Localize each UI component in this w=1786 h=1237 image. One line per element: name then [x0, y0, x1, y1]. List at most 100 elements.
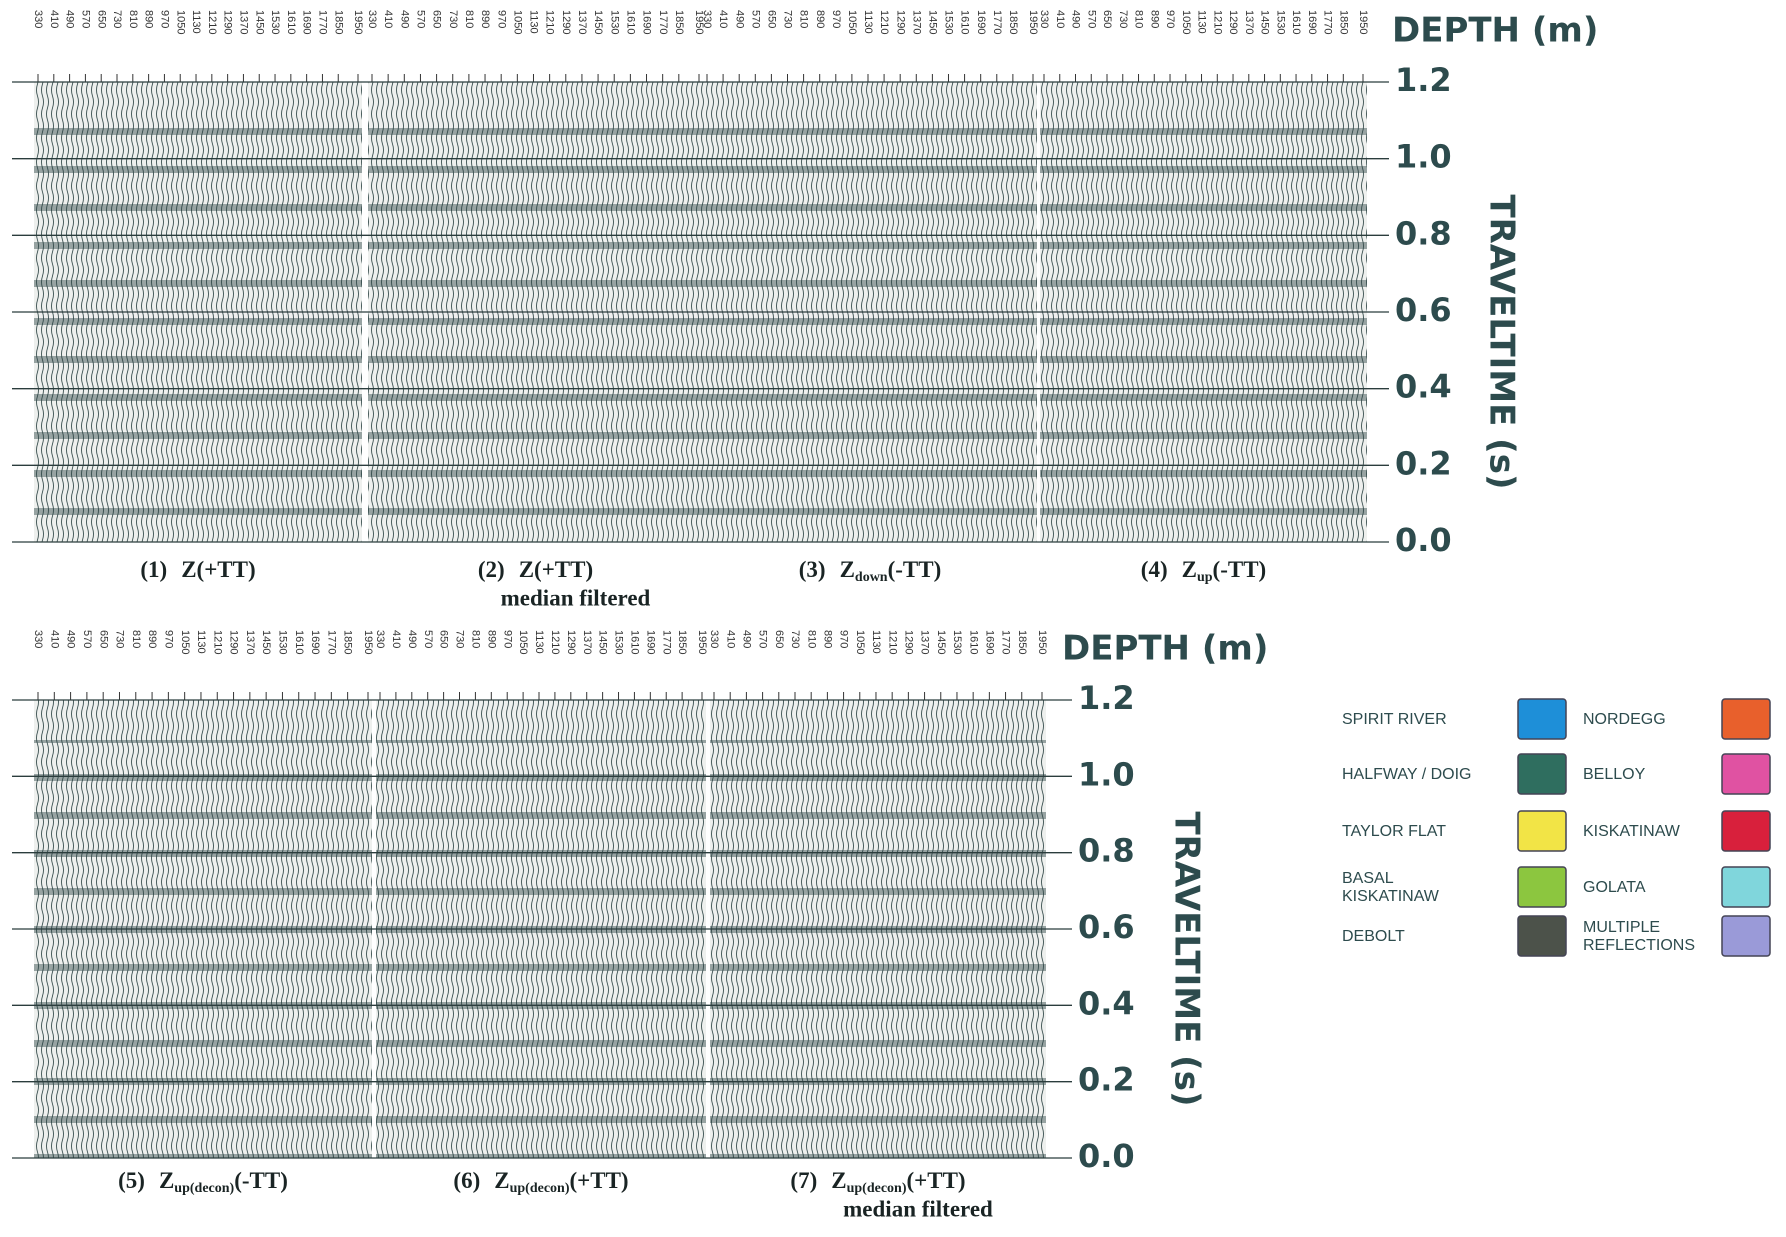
- depth-tick-label: 1770: [660, 630, 672, 654]
- depth-tick-label: 650: [438, 630, 450, 648]
- depth-tick-label: 1050: [846, 10, 858, 34]
- depth-tick-label: 730: [111, 10, 123, 28]
- caption-tail: (-TT): [234, 1168, 288, 1193]
- depth-tick-label: 1290: [560, 10, 572, 34]
- depth-tick-label: 730: [1117, 10, 1129, 28]
- depth-tick-label: 1850: [1337, 10, 1349, 34]
- depth-tick-label: 1370: [919, 630, 931, 654]
- time-axis-title: TRAVELTIME (s): [1167, 811, 1207, 1106]
- time-tick-label: 1.2: [1078, 679, 1135, 717]
- depth-tick-label: 1290: [228, 630, 240, 654]
- caption-number: (3): [799, 557, 826, 582]
- depth-tick-label: 1850: [1016, 630, 1028, 654]
- depth-tick-label: 490: [398, 10, 410, 28]
- depth-tick-label: 410: [724, 630, 736, 648]
- caption-number: (2): [478, 557, 505, 582]
- depth-tick-label: 1610: [629, 630, 641, 654]
- caption-note: median filtered: [843, 1196, 993, 1221]
- depth-tick-label: 1050: [517, 630, 529, 654]
- depth-tick-label: 570: [422, 630, 434, 648]
- legend-swatch: [1721, 866, 1771, 908]
- depth-tick-label: 810: [1133, 10, 1145, 28]
- depth-tick-label: 970: [159, 10, 171, 28]
- depth-tick-label: 1950: [362, 630, 374, 654]
- legend-swatch: [1721, 753, 1771, 795]
- depth-tick-label: 570: [81, 630, 93, 648]
- depth-tick-label: 890: [146, 630, 158, 648]
- depth-tick-label: 570: [415, 10, 427, 28]
- depth-tick-label: 410: [48, 10, 60, 28]
- depth-tick-label: 1450: [260, 630, 272, 654]
- depth-tick-label: 330: [701, 10, 713, 28]
- depth-axis-title: DEPTH (m): [1062, 629, 1268, 669]
- depth-tick-label: 1950: [1036, 630, 1048, 654]
- depth-tick-label: 1530: [269, 10, 281, 34]
- depth-tick-label: 1370: [910, 10, 922, 34]
- depth-tick-label: 1950: [1027, 10, 1039, 34]
- depth-tick-label: 810: [130, 630, 142, 648]
- caption-symbol: Z: [159, 1168, 174, 1193]
- depth-tick-label: 1690: [983, 630, 995, 654]
- depth-tick-label: 1610: [959, 10, 971, 34]
- depth-tick-label: 1770: [325, 630, 337, 654]
- depth-tick-label: 330: [708, 630, 720, 648]
- depth-tick-label: 1450: [926, 10, 938, 34]
- depth-tick-label: 570: [757, 630, 769, 648]
- depth-tick-label: 1850: [1007, 10, 1019, 34]
- depth-tick-label: 1130: [533, 630, 545, 654]
- depth-tick-label: 1770: [1000, 630, 1012, 654]
- panel-caption: (1) Z(+TT): [140, 557, 255, 582]
- time-tick-label: 0.4: [1078, 984, 1135, 1022]
- depth-tick-label: 330: [32, 630, 44, 648]
- legend-swatch: [1721, 810, 1771, 852]
- time-tick-label: 1.0: [1078, 755, 1135, 793]
- depth-tick-label: 1290: [222, 10, 234, 34]
- depth-axis-title: DEPTH (m): [1392, 11, 1598, 51]
- time-tick-label: 0.6: [1078, 908, 1135, 946]
- caption-symbol: Z: [831, 1168, 846, 1193]
- legend-label: MULTIPLE REFLECTIONS: [1583, 919, 1695, 954]
- depth-tick-label: 1130: [870, 630, 882, 654]
- depth-tick-label: 650: [773, 630, 785, 648]
- depth-tick-label: 650: [95, 10, 107, 28]
- seismic-bands: [710, 740, 1046, 1158]
- depth-tick-label: 1290: [894, 10, 906, 34]
- legend-label: GOLATA: [1583, 879, 1646, 896]
- depth-tick-label: 1450: [592, 10, 604, 34]
- caption-subscript: up(decon): [174, 1181, 234, 1196]
- depth-tick-label: 1290: [565, 630, 577, 654]
- depth-tick-label: 810: [127, 10, 139, 28]
- depth-tick-label: 890: [1148, 10, 1160, 28]
- caption-symbol: Z: [494, 1168, 509, 1193]
- depth-tick-label: 1210: [886, 630, 898, 654]
- depth-tick-label: 1690: [1306, 10, 1318, 34]
- panel-caption: (7) Zup(decon)(+TT): [790, 1168, 965, 1196]
- caption-symbol: Z(+TT): [519, 557, 593, 582]
- depth-tick-label: 1950: [1357, 10, 1369, 34]
- depth-tick-label: 1130: [1196, 10, 1208, 34]
- depth-tick-label: 1130: [195, 630, 207, 654]
- time-tick-label: 0.4: [1395, 368, 1452, 406]
- depth-tick-label: 330: [374, 630, 386, 648]
- caption-tail: (-TT): [888, 557, 942, 582]
- depth-tick-label: 1850: [342, 630, 354, 654]
- seismic-bands: [376, 740, 706, 1158]
- depth-tick-label: 1530: [951, 630, 963, 654]
- depth-tick-label: 570: [1085, 10, 1097, 28]
- depth-tick-label: 1610: [293, 630, 305, 654]
- depth-tick-label: 1370: [576, 10, 588, 34]
- depth-tick-label: 650: [431, 10, 443, 28]
- depth-tick-label: 1210: [1211, 10, 1223, 34]
- depth-tick-label: 1130: [862, 10, 874, 34]
- caption-number: (5): [118, 1168, 145, 1193]
- legend-label: BASAL KISKATINAW: [1342, 870, 1440, 905]
- depth-tick-label: 1210: [878, 10, 890, 34]
- time-tick-label: 1.2: [1395, 61, 1452, 99]
- time-tick-label: 0.0: [1395, 521, 1452, 559]
- legend-label: NORDEGG: [1583, 711, 1666, 728]
- legend-swatch: [1721, 915, 1771, 957]
- depth-tick-label: 810: [805, 630, 817, 648]
- depth-tick-label: 330: [32, 10, 44, 28]
- legend-label: DEBOLT: [1342, 928, 1405, 945]
- caption-number: (4): [1141, 557, 1168, 582]
